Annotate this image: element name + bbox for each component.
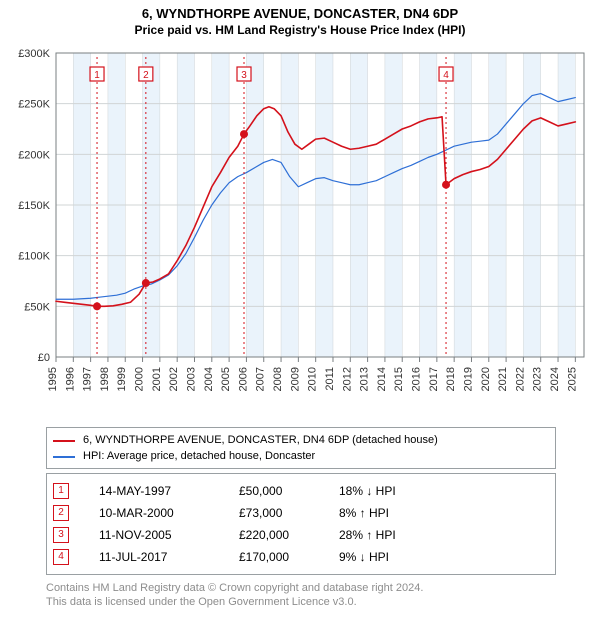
sale-price: £170,000 xyxy=(239,546,339,568)
svg-text:2017: 2017 xyxy=(428,367,440,391)
svg-text:2: 2 xyxy=(143,70,149,81)
svg-text:2007: 2007 xyxy=(255,367,267,391)
sale-marker: 4 xyxy=(53,549,69,565)
sale-marker: 2 xyxy=(53,505,69,521)
sale-diff: 8% ↑ HPI xyxy=(339,502,459,524)
sale-date: 11-NOV-2005 xyxy=(99,524,239,546)
svg-text:£150K: £150K xyxy=(18,200,50,212)
svg-text:2009: 2009 xyxy=(289,367,301,391)
price-chart: £0 £50K £100K £150K £200K £250K £300K 1995 1996 1… xyxy=(8,43,592,423)
attribution-line1: Contains HM Land Registry data © Crown c… xyxy=(46,581,592,595)
svg-text:2021: 2021 xyxy=(497,367,509,391)
sale-price: £73,000 xyxy=(239,502,339,524)
svg-text:2025: 2025 xyxy=(566,367,578,391)
sale-row: 1 14-MAY-1997£50,00018% ↓ HPI xyxy=(53,480,549,502)
svg-text:2006: 2006 xyxy=(237,367,249,391)
svg-text:1997: 1997 xyxy=(82,367,94,391)
svg-text:3: 3 xyxy=(241,70,247,81)
sale-marker: 3 xyxy=(53,527,69,543)
svg-text:2013: 2013 xyxy=(359,367,371,391)
legend-label-hpi: HPI: Average price, detached house, Donc… xyxy=(83,448,315,464)
legend-swatch-property xyxy=(53,440,75,442)
legend-label-property: 6, WYNDTHORPE AVENUE, DONCASTER, DN4 6DP… xyxy=(83,432,438,448)
sale-date: 10-MAR-2000 xyxy=(99,502,239,524)
sale-marker: 1 xyxy=(53,483,69,499)
svg-text:£100K: £100K xyxy=(18,251,50,263)
legend-row-hpi: HPI: Average price, detached house, Donc… xyxy=(53,448,549,464)
page-title: 6, WYNDTHORPE AVENUE, DONCASTER, DN4 6DP xyxy=(8,6,592,21)
svg-text:2008: 2008 xyxy=(272,367,284,391)
legend: 6, WYNDTHORPE AVENUE, DONCASTER, DN4 6DP… xyxy=(46,427,556,469)
svg-text:2010: 2010 xyxy=(307,367,319,391)
attribution-line2: This data is licensed under the Open Gov… xyxy=(46,595,592,609)
sale-date: 14-MAY-1997 xyxy=(99,480,239,502)
sale-price: £50,000 xyxy=(239,480,339,502)
legend-row-property: 6, WYNDTHORPE AVENUE, DONCASTER, DN4 6DP… xyxy=(53,432,549,448)
svg-text:2023: 2023 xyxy=(532,367,544,391)
svg-text:2022: 2022 xyxy=(514,367,526,391)
svg-text:2011: 2011 xyxy=(324,367,336,391)
svg-text:2015: 2015 xyxy=(393,367,405,391)
svg-text:2019: 2019 xyxy=(462,367,474,391)
svg-text:1999: 1999 xyxy=(116,367,128,391)
svg-text:2020: 2020 xyxy=(480,367,492,391)
svg-text:£0: £0 xyxy=(38,352,50,364)
svg-text:2012: 2012 xyxy=(341,367,353,391)
page-subtitle: Price paid vs. HM Land Registry's House … xyxy=(8,23,592,37)
svg-text:1: 1 xyxy=(94,70,100,81)
svg-text:2004: 2004 xyxy=(203,367,215,391)
svg-text:2002: 2002 xyxy=(168,367,180,391)
sale-diff: 28% ↑ HPI xyxy=(339,524,459,546)
sale-diff: 9% ↓ HPI xyxy=(339,546,459,568)
legend-swatch-hpi xyxy=(53,456,75,458)
svg-text:2001: 2001 xyxy=(151,367,163,391)
svg-text:2018: 2018 xyxy=(445,367,457,391)
svg-text:1996: 1996 xyxy=(64,367,76,391)
sale-row: 4 11-JUL-2017£170,0009% ↓ HPI xyxy=(53,546,549,568)
svg-text:2003: 2003 xyxy=(185,367,197,391)
sales-table: 1 14-MAY-1997£50,00018% ↓ HPI 2 10-MAR-2000… xyxy=(46,473,556,575)
sale-diff: 18% ↓ HPI xyxy=(339,480,459,502)
attribution: Contains HM Land Registry data © Crown c… xyxy=(46,581,592,609)
svg-text:1998: 1998 xyxy=(99,367,111,391)
svg-text:2016: 2016 xyxy=(411,367,423,391)
sale-row: 2 10-MAR-2000£73,0008% ↑ HPI xyxy=(53,502,549,524)
svg-text:£200K: £200K xyxy=(18,149,50,161)
sale-date: 11-JUL-2017 xyxy=(99,546,239,568)
svg-text:£300K: £300K xyxy=(18,48,50,60)
svg-text:£250K: £250K xyxy=(18,99,50,111)
chart-svg: £0 £50K £100K £150K £200K £250K £300K 1995 1996 1… xyxy=(8,43,592,423)
svg-text:£50K: £50K xyxy=(24,301,50,313)
svg-text:4: 4 xyxy=(443,70,449,81)
svg-text:1995: 1995 xyxy=(47,367,59,391)
svg-text:2014: 2014 xyxy=(376,367,388,391)
sale-price: £220,000 xyxy=(239,524,339,546)
sale-row: 3 11-NOV-2005£220,00028% ↑ HPI xyxy=(53,524,549,546)
svg-text:2024: 2024 xyxy=(549,367,561,391)
svg-text:2005: 2005 xyxy=(220,367,232,391)
svg-text:2000: 2000 xyxy=(134,367,146,391)
